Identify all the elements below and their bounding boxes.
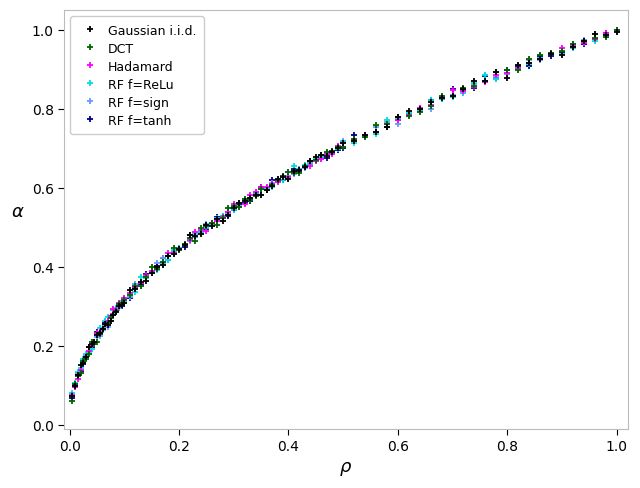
Hadamard [107,313,115,319]
DCT [175,248,183,254]
DCT [558,49,566,55]
RF f=sign [107,314,115,320]
X-axis label: $\rho$: $\rho$ [339,459,353,477]
Hadamard [246,192,254,198]
RF f=ReLu [107,319,115,325]
Line: Hadamard: Hadamard [69,27,620,399]
DCT [68,398,76,404]
RF f=ReLu [68,390,76,396]
Gaussian i.i.d. [154,264,161,270]
Y-axis label: $\alpha$: $\alpha$ [11,202,25,220]
RF f=sign [154,261,161,266]
Hadamard [558,46,566,52]
RF f=sign [68,393,76,399]
Gaussian i.i.d. [175,246,183,252]
RF f=tanh [107,314,115,320]
RF f=tanh [154,263,161,269]
Gaussian i.i.d. [558,53,566,59]
DCT [159,260,166,265]
Hadamard [68,392,76,398]
RF f=tanh [558,50,566,56]
RF f=ReLu [159,262,166,268]
RF f=tanh [246,199,254,204]
RF f=sign [159,256,166,262]
Hadamard [154,265,161,271]
RF f=tanh [159,256,166,262]
DCT [246,198,254,203]
RF f=tanh [175,245,183,251]
RF f=tanh [612,28,620,34]
DCT [107,315,115,321]
Legend: Gaussian i.i.d., DCT, Hadamard, RF f=ReLu, RF f=sign, RF f=tanh: Gaussian i.i.d., DCT, Hadamard, RF f=ReL… [70,18,204,135]
Line: DCT: DCT [69,27,620,405]
Gaussian i.i.d. [107,318,115,324]
DCT [154,266,161,272]
Hadamard [612,28,620,34]
Hadamard [175,248,183,254]
Gaussian i.i.d. [68,393,76,399]
RF f=ReLu [154,267,161,273]
Line: RF f=ReLu: RF f=ReLu [69,28,620,397]
RF f=ReLu [175,245,183,251]
Gaussian i.i.d. [612,30,620,36]
Gaussian i.i.d. [246,196,254,202]
Line: RF f=tanh: RF f=tanh [69,27,620,402]
RF f=sign [175,248,183,254]
Line: Gaussian i.i.d.: Gaussian i.i.d. [69,29,620,400]
Line: RF f=sign: RF f=sign [69,27,620,400]
RF f=ReLu [558,52,566,58]
RF f=tanh [68,396,76,402]
RF f=ReLu [612,29,620,35]
Gaussian i.i.d. [159,263,166,268]
RF f=sign [246,196,254,202]
DCT [612,28,620,34]
RF f=sign [558,52,566,58]
Hadamard [159,259,166,265]
RF f=ReLu [246,197,254,203]
RF f=sign [612,28,620,34]
